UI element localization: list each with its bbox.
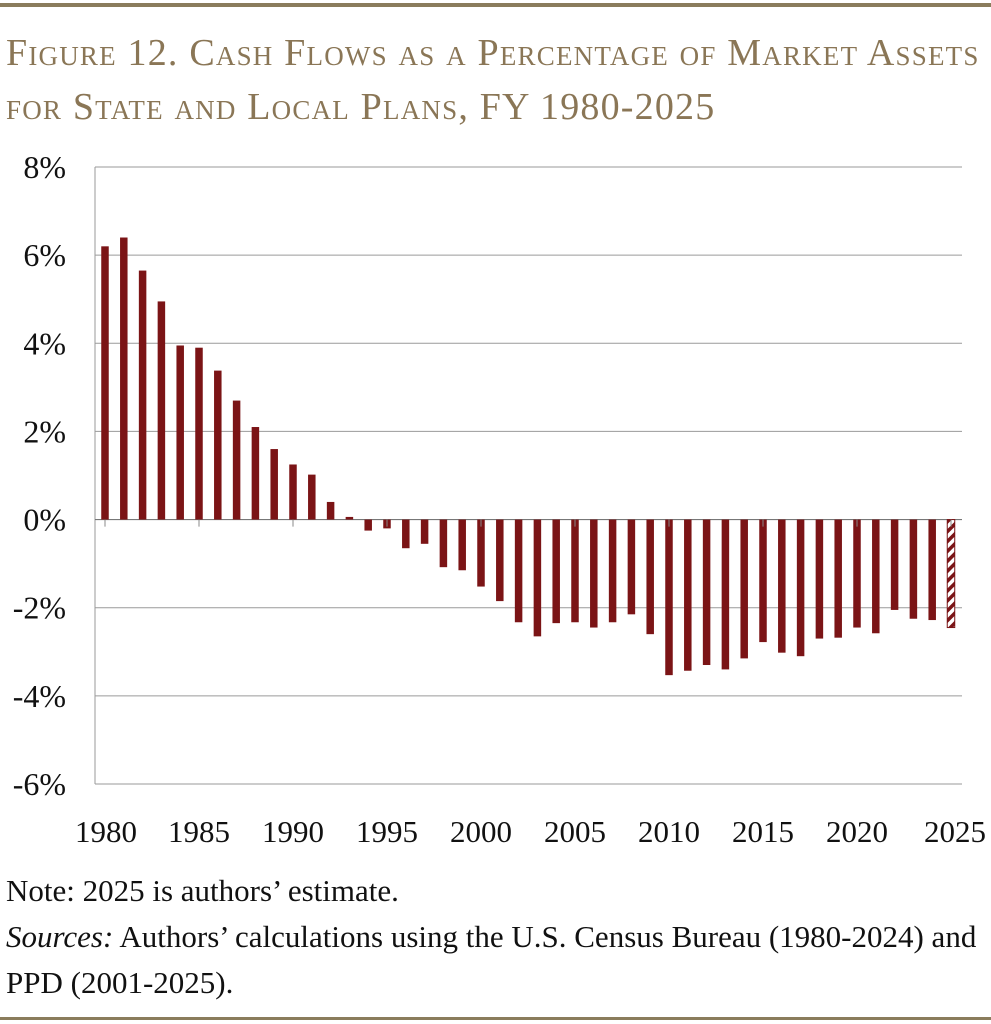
x-tick-label: 1980	[75, 814, 137, 849]
bar	[552, 519, 560, 624]
bottom-rule	[0, 1017, 991, 1020]
x-tick-label: 2000	[450, 814, 512, 849]
bar	[702, 519, 711, 666]
bar	[853, 519, 861, 628]
y-tick-label: -6%	[13, 766, 66, 802]
x-tick-label: 1990	[262, 814, 324, 849]
bar	[834, 519, 842, 638]
bar	[740, 519, 748, 659]
bar	[270, 449, 278, 520]
bar	[458, 519, 466, 571]
bar	[872, 519, 880, 634]
x-tick-label: 2010	[638, 814, 700, 849]
figure-notes: Note: 2025 is authors’ estimate. Sources…	[6, 868, 986, 1006]
x-tick-label: 1995	[356, 814, 418, 849]
top-rule	[0, 3, 991, 7]
bar	[646, 519, 654, 635]
bar	[815, 519, 824, 639]
figure-title: Figure 12. Cash Flows as a Percentage of…	[6, 32, 980, 128]
y-tick-label: 6%	[23, 237, 66, 273]
bar	[420, 519, 429, 544]
bar	[439, 519, 448, 568]
bar	[533, 519, 542, 637]
bar	[684, 519, 692, 671]
bar	[345, 516, 354, 520]
bar	[120, 237, 128, 520]
bar-estimate	[946, 519, 956, 629]
bar	[138, 270, 147, 520]
bar	[176, 345, 184, 520]
bar	[796, 519, 805, 657]
x-tick-label: 2025	[924, 814, 986, 849]
bar	[326, 501, 335, 520]
y-tick-labels: 8% 6% 4% 2% 0% -2% -4% -6%	[13, 149, 66, 802]
y-tick-label: -4%	[13, 678, 66, 714]
bar	[571, 519, 579, 623]
bar	[721, 519, 730, 670]
bar	[101, 246, 109, 520]
bars	[101, 237, 956, 676]
bar	[157, 301, 166, 520]
bar	[402, 519, 410, 549]
y-tick-label: 2%	[23, 413, 66, 449]
sources-body: Authors’ calculations using the U.S. Cen…	[6, 919, 977, 1000]
x-tick-label: 2020	[826, 814, 888, 849]
cash-flow-bar-chart: 8% 6% 4% 2% 0% -2% -4% -6% 1980 1985 1990 1995 2000…	[13, 149, 986, 849]
bar	[627, 519, 636, 615]
bar	[364, 519, 372, 531]
x-tick-labels: 1980 1985 1990 1995 2000 2005 2010 2015 2020 2025	[75, 519, 986, 849]
x-tick-label: 2015	[732, 814, 794, 849]
bar	[477, 519, 485, 587]
bar	[289, 464, 297, 520]
y-tick-label: 8%	[23, 149, 66, 185]
bar	[890, 519, 899, 610]
y-tick-label: -2%	[13, 590, 66, 626]
bar	[195, 347, 203, 520]
bar	[308, 474, 316, 520]
y-tick-label: 4%	[23, 325, 66, 361]
bar	[608, 519, 617, 623]
sources-label: Sources:	[6, 919, 114, 954]
bar	[778, 519, 786, 653]
bar	[514, 519, 523, 623]
bar	[251, 427, 260, 520]
x-tick-label: 2005	[544, 814, 606, 849]
bar	[496, 519, 504, 602]
note-text: Note: 2025 is authors’ estimate.	[6, 873, 399, 908]
y-tick-label: 0%	[23, 502, 66, 538]
bar	[232, 400, 241, 520]
bar	[928, 519, 936, 621]
bar	[665, 519, 673, 676]
bar	[909, 519, 918, 619]
grid-lines	[94, 166, 962, 785]
bar	[759, 519, 767, 643]
bar	[214, 370, 222, 520]
x-tick-label: 1985	[168, 814, 230, 849]
sources-text: Sources: Authors’ calculations using the…	[6, 914, 986, 1006]
bar	[590, 519, 598, 628]
